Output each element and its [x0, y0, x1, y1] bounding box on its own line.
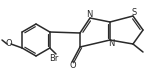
- Text: N: N: [86, 10, 92, 19]
- Text: O: O: [70, 61, 76, 70]
- Text: S: S: [131, 8, 137, 17]
- Text: Br: Br: [49, 54, 59, 63]
- Text: N: N: [108, 39, 114, 48]
- Text: O: O: [6, 39, 12, 48]
